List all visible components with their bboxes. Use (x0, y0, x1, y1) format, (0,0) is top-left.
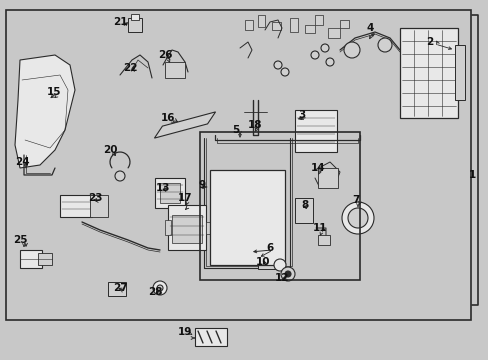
Bar (38, 253, 52, 265)
Bar (339, 20, 348, 28)
Circle shape (341, 202, 373, 234)
Bar (205, 222, 212, 234)
Circle shape (320, 44, 328, 52)
Bar (195, 328, 226, 346)
Bar (271, 22, 281, 30)
Bar (164, 220, 171, 235)
Bar (317, 168, 337, 188)
Bar (60, 195, 92, 217)
Text: 13: 13 (156, 183, 170, 193)
Bar (258, 255, 280, 269)
Text: 4: 4 (366, 23, 373, 33)
Text: 12: 12 (274, 273, 289, 283)
Bar (317, 235, 329, 245)
Circle shape (325, 58, 333, 66)
Bar (20, 250, 42, 268)
Circle shape (153, 281, 167, 295)
Text: 11: 11 (312, 223, 326, 233)
Bar (131, 14, 139, 20)
Bar (160, 183, 180, 203)
Text: 7: 7 (351, 195, 359, 205)
Text: 25: 25 (13, 235, 27, 245)
Bar (209, 170, 285, 265)
Bar (172, 215, 202, 243)
Text: 19: 19 (178, 327, 192, 337)
Circle shape (310, 51, 318, 59)
Bar (399, 28, 457, 118)
Text: 3: 3 (298, 110, 305, 120)
Circle shape (377, 38, 391, 52)
Bar (6, 10, 470, 320)
Circle shape (157, 285, 163, 291)
Bar (314, 15, 323, 25)
Text: 5: 5 (232, 125, 239, 135)
Polygon shape (154, 112, 215, 138)
Bar (155, 178, 184, 208)
Text: 21: 21 (113, 17, 127, 27)
Bar (294, 198, 312, 223)
Text: 27: 27 (112, 283, 127, 293)
Circle shape (273, 61, 282, 69)
Text: 8: 8 (301, 200, 308, 210)
Bar (164, 62, 184, 78)
Text: 24: 24 (15, 157, 29, 167)
Text: 10: 10 (255, 257, 270, 267)
Circle shape (115, 171, 125, 181)
Circle shape (273, 259, 285, 271)
Text: 1: 1 (468, 170, 475, 180)
Text: 18: 18 (247, 120, 262, 130)
Bar (168, 205, 205, 250)
Bar (294, 110, 336, 152)
Text: 26: 26 (158, 50, 172, 60)
Text: 6: 6 (266, 243, 273, 253)
Text: 23: 23 (87, 193, 102, 203)
Bar (90, 195, 108, 217)
Polygon shape (15, 55, 75, 168)
Bar (305, 25, 314, 33)
Text: 28: 28 (147, 287, 162, 297)
Text: 9: 9 (198, 180, 205, 190)
Bar (454, 45, 464, 100)
Text: 15: 15 (47, 87, 61, 97)
Text: 14: 14 (310, 163, 325, 173)
Bar (289, 18, 297, 32)
Circle shape (347, 208, 367, 228)
Circle shape (343, 42, 359, 58)
Text: 22: 22 (122, 63, 137, 73)
Text: 17: 17 (177, 193, 192, 203)
Circle shape (285, 271, 290, 277)
Bar (200, 132, 359, 280)
Text: 2: 2 (426, 37, 433, 47)
Bar (327, 28, 339, 38)
Text: 16: 16 (161, 113, 175, 123)
Text: 20: 20 (102, 145, 117, 155)
Bar (108, 282, 126, 296)
Bar (128, 18, 142, 32)
Bar (258, 15, 264, 27)
Circle shape (281, 267, 294, 281)
Bar (244, 20, 252, 30)
Circle shape (281, 68, 288, 76)
